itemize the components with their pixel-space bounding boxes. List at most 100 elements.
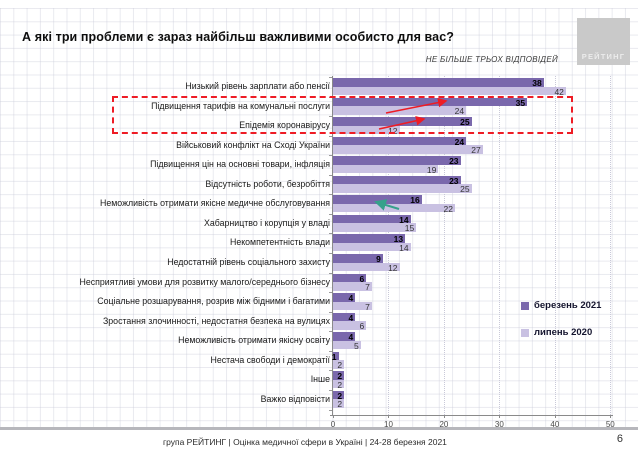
x-axis-tick-label: 0	[330, 420, 336, 429]
bar-july-2020	[333, 86, 566, 95]
value-label-march-2021: 4	[348, 293, 354, 304]
bar-july-2020	[333, 164, 439, 174]
bar-march-2021	[333, 371, 345, 380]
x-axis-tick	[388, 415, 390, 418]
value-label-march-2021: 4	[348, 332, 354, 343]
y-axis-row-tick	[329, 331, 332, 333]
legend-label-march-2021: березень 2021	[534, 300, 602, 311]
bar-july-2020	[333, 340, 361, 350]
bar-july-2020	[333, 379, 345, 389]
value-label-july-2020: 12	[388, 262, 398, 273]
value-label-march-2021: 35	[515, 97, 526, 108]
value-label-july-2020: 42	[554, 86, 564, 97]
value-label-july-2020: 12	[388, 125, 398, 136]
plot-gridline	[610, 76, 612, 415]
x-axis-tick	[443, 415, 445, 418]
category-label: Інше	[310, 374, 330, 385]
bar-march-2021	[333, 273, 367, 283]
x-axis-line	[330, 415, 613, 416]
footer-source: група РЕЙТИНГ | Оцінка медичної сфери в …	[163, 437, 447, 447]
plot-gridline	[499, 76, 501, 415]
category-label: Неможливість отримати якісну освіту	[178, 335, 330, 346]
rating-group-logo: РЕЙТИНГ	[577, 18, 630, 65]
rating-group-logo-text: РЕЙТИНГ	[581, 52, 626, 61]
value-label-march-2021: 2	[337, 390, 343, 401]
bar-march-2021	[333, 254, 383, 263]
y-axis-row-tick	[329, 213, 332, 215]
value-label-july-2020: 7	[365, 301, 370, 312]
value-label-march-2021: 16	[410, 195, 420, 206]
value-label-march-2021: 6	[359, 273, 365, 284]
y-axis-row-tick	[329, 350, 332, 352]
x-axis-tick	[610, 415, 612, 418]
category-label: Хабарництво і корупція у владі	[204, 217, 330, 228]
bar-july-2020	[333, 262, 400, 272]
bar-march-2021	[333, 136, 467, 146]
y-axis-row-tick	[329, 194, 332, 196]
x-axis-tick	[554, 415, 556, 418]
highlight-dashed-box	[112, 96, 573, 134]
x-axis-tick-label: 40	[550, 420, 560, 429]
plot-gridline	[554, 76, 556, 415]
value-label-july-2020: 2	[337, 399, 343, 410]
bar-july-2020	[333, 223, 417, 232]
value-label-march-2021: 9	[376, 254, 381, 265]
page-title: А які три проблеми є зараз найбільш важл…	[22, 30, 455, 44]
bar-july-2020	[333, 321, 367, 330]
x-axis-tick-label: 50	[605, 420, 615, 429]
value-label-july-2020: 27	[471, 145, 481, 156]
value-label-july-2020: 2	[337, 360, 343, 371]
y-axis-row-tick	[329, 135, 332, 137]
category-label: Військовий конфлікт на Сході України	[176, 139, 330, 150]
value-label-july-2020: 6	[359, 321, 365, 332]
y-axis-row-tick	[329, 389, 332, 391]
bar-march-2021	[333, 293, 356, 302]
value-label-july-2020: 22	[443, 203, 453, 214]
value-label-march-2021: 4	[348, 312, 354, 323]
footer-divider	[0, 427, 638, 430]
bar-july-2020	[333, 203, 455, 213]
value-label-march-2021: 2	[337, 371, 343, 382]
legend-item-july-2020: липень 2020	[521, 327, 592, 338]
bar-march-2021	[333, 351, 339, 361]
category-label: Підвищення тарифів на комунальні послуги	[151, 100, 330, 111]
value-label-july-2020: 2	[337, 379, 343, 390]
category-label: Неможливість отримати якісне медичне обс…	[100, 198, 330, 209]
value-label-march-2021: 25	[460, 117, 470, 128]
bar-july-2020	[333, 184, 472, 193]
y-axis-row-tick	[329, 77, 332, 78]
category-label: Недостатній рівень соціального захисту	[167, 257, 330, 268]
bar-march-2021	[333, 195, 422, 204]
value-label-march-2021: 23	[449, 175, 459, 186]
bar-march-2021	[333, 156, 461, 165]
bar-march-2021	[333, 332, 356, 341]
category-label: Зростання злочинності, недостатня безпек…	[102, 315, 330, 326]
value-label-march-2021: 13	[393, 234, 404, 245]
bar-july-2020	[333, 301, 372, 311]
bar-july-2020	[333, 125, 400, 135]
value-label-march-2021: 24	[454, 136, 465, 147]
x-axis-tick-label: 10	[384, 420, 393, 429]
y-axis-row-tick	[329, 253, 332, 255]
value-label-march-2021: 1	[331, 351, 337, 362]
category-label: Несприятливі умови для розвитку малого/с…	[79, 276, 331, 287]
category-label: Підвищення цін на основні товари, інфляц…	[150, 159, 330, 170]
category-label: Некомпетентність влади	[229, 237, 330, 248]
bar-march-2021	[333, 312, 356, 322]
y-axis-row-tick	[329, 116, 332, 118]
category-label: Низький рівень зарплати або пенсії	[185, 81, 330, 91]
plot-gridline	[443, 76, 445, 415]
x-axis-tick-label: 30	[494, 420, 504, 429]
category-label: Епідемія коронавірусу	[239, 120, 330, 131]
value-label-july-2020: 24	[454, 106, 465, 117]
value-label-july-2020: 19	[426, 164, 437, 175]
value-label-july-2020: 7	[365, 282, 370, 293]
x-axis-tick-label: 20	[439, 420, 449, 429]
value-label-july-2020: 25	[460, 184, 470, 195]
y-axis-row-tick	[329, 155, 332, 157]
value-label-march-2021: 14	[399, 214, 409, 225]
bar-march-2021	[333, 390, 345, 400]
y-axis-row-tick	[329, 174, 332, 176]
bar-march-2021	[333, 175, 461, 185]
